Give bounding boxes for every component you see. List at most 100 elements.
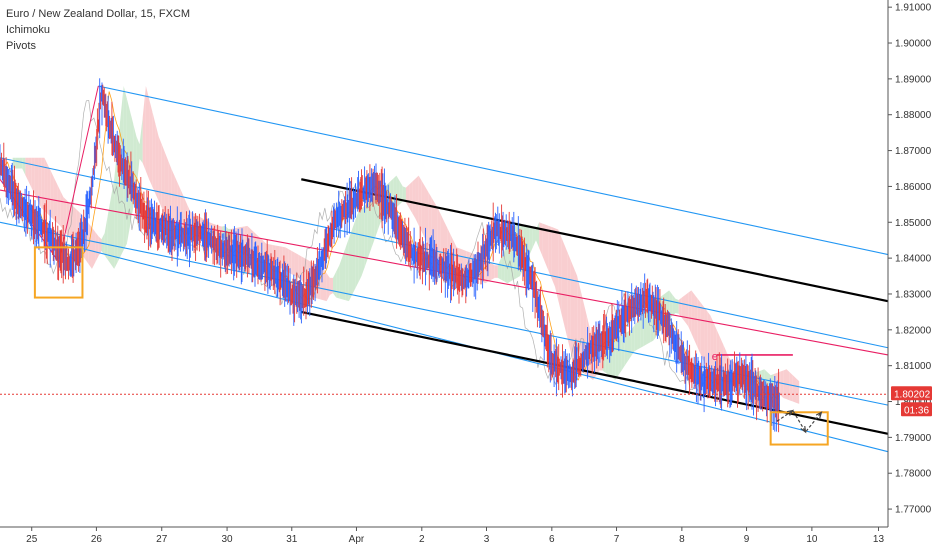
time-tick-label: 13: [873, 534, 885, 545]
kumo-segment: [342, 247, 346, 301]
kumo-segment: [371, 196, 375, 250]
time-tick-label: 7: [614, 534, 620, 545]
kumo-segment: [415, 175, 419, 226]
drawing-overlays[interactable]: e: [0, 246, 888, 446]
lagging-span-line: [0, 100, 780, 411]
kumo-segment: [434, 202, 438, 260]
kumo-segment: [558, 229, 562, 314]
kumo-segment: [491, 263, 495, 280]
kumo-segment: [158, 136, 162, 208]
kumo-segment: [72, 206, 77, 247]
kumo-segment: [142, 86, 146, 172]
price-tick-label: 1.77000: [895, 505, 932, 516]
indicator-ichimoku[interactable]: Ichimoku: [6, 24, 51, 36]
kumo-segment: [431, 197, 435, 259]
kumo-segment: [358, 208, 362, 283]
kumo-segment: [501, 250, 505, 282]
kumo-segment: [222, 225, 226, 240]
kumo-segment: [19, 157, 23, 169]
kumo-segment: [669, 290, 673, 320]
kumo-segment: [437, 207, 441, 261]
kumo-segment: [161, 144, 165, 216]
kumo-segment: [494, 265, 498, 278]
kumo-segment: [704, 307, 708, 370]
kumo-segment: [15, 157, 20, 169]
kumo-segment: [643, 308, 647, 346]
kumo-segment: [88, 223, 92, 269]
kumo-segment: [329, 277, 333, 295]
kumo-segment: [31, 157, 35, 195]
kumo-segment: [672, 294, 676, 316]
kumo-segment: [796, 378, 800, 404]
countdown-value: 01:36: [904, 405, 929, 416]
projection-arrowhead: [800, 425, 807, 434]
kumo-segment: [567, 252, 571, 353]
kumo-segment: [174, 175, 178, 228]
symbol-title[interactable]: Euro / New Zealand Dollar, 15, FXCM: [6, 8, 191, 20]
kumo-segment: [95, 231, 99, 263]
kumo-segment: [764, 369, 768, 388]
kumo-segment: [631, 325, 635, 357]
kumo-segment: [345, 238, 349, 302]
price-axis[interactable]: 1.91000 1.90000 1.89000 1.88000 1.87000 1.860…: [887, 0, 932, 550]
price-series: [0, 78, 780, 433]
indicator-pivots[interactable]: Pivots: [6, 40, 36, 52]
kumo-segment: [57, 184, 61, 226]
kumo-segment: [453, 240, 457, 268]
kumo-segment: [539, 222, 543, 256]
kumo-segment: [288, 249, 292, 275]
kumo-segment: [792, 375, 797, 403]
kumo-segment: [298, 254, 302, 280]
time-tick-label: Apr: [349, 534, 365, 545]
projection-arrowhead: [815, 411, 823, 419]
kumo-segment: [333, 271, 337, 298]
kumo-segment: [22, 157, 26, 176]
time-tick-label: 6: [549, 534, 555, 545]
kumo-segment: [164, 152, 169, 223]
kumo-segment: [685, 292, 689, 327]
price-tick-label: 1.89000: [895, 74, 932, 85]
kumo-segment: [47, 164, 51, 217]
price-tick-label: 1.78000: [895, 469, 932, 480]
kumo-segment: [98, 236, 102, 257]
time-tick-label: 8: [679, 534, 685, 545]
kumo-segment: [688, 290, 692, 334]
black-channel-lower-line: [301, 310, 889, 435]
kumo-segment: [145, 86, 150, 180]
kumo-segment: [421, 181, 425, 239]
time-axis[interactable]: 25 26 27 30 31 Apr 2 3 6 7 8 9 10 13: [0, 526, 932, 550]
kumo-segment: [555, 228, 559, 300]
kumo-segment: [152, 111, 156, 194]
kumo-segment: [326, 273, 330, 302]
time-tick-label: 25: [26, 534, 38, 545]
kumo-segment: [535, 222, 540, 248]
kumo-segment: [551, 227, 555, 287]
kumo-segment: [780, 370, 784, 398]
kumo-segment: [409, 181, 413, 214]
price-tick-label: 1.83000: [895, 289, 932, 300]
kumo-segment: [710, 315, 714, 375]
kumo-segment: [107, 197, 111, 265]
kumo-segment: [60, 190, 64, 231]
kumo-segment: [348, 229, 353, 302]
kumo-segment: [393, 175, 397, 211]
kumo-segment: [367, 199, 372, 259]
price-tick-label: 1.86000: [895, 182, 932, 193]
black-channel-upper-line: [301, 178, 889, 303]
kumo-segment: [136, 136, 140, 191]
kumo-segment: [28, 157, 32, 189]
kumo-segment: [700, 302, 705, 363]
chart-legend: Euro / New Zealand Dollar, 15, FXCM Ichi…: [6, 6, 190, 54]
time-tick-label: 10: [806, 534, 818, 545]
kumo-segment: [707, 311, 711, 372]
price-tick-label: 1.85000: [895, 218, 932, 229]
kumo-segment: [111, 179, 115, 269]
kumo-segment: [155, 123, 159, 201]
price-tick-label: 1.91000: [895, 3, 932, 14]
time-tick-label: 2: [419, 534, 425, 545]
kumo-segment: [63, 197, 67, 235]
kumo-segment: [615, 336, 619, 381]
kumo-segment: [637, 317, 641, 350]
